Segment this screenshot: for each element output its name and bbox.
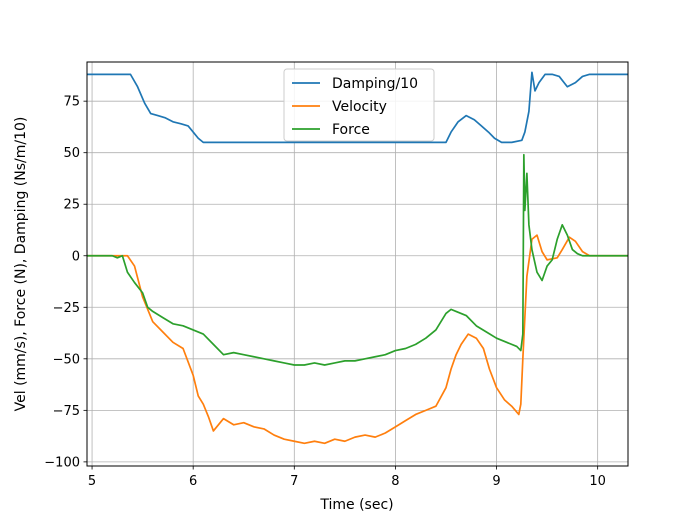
- x-axis-ticks: 5 6 7 8 9 10: [88, 466, 606, 489]
- legend-label-velocity: Velocity: [332, 99, 387, 115]
- x-axis-label: Time (sec): [319, 497, 393, 513]
- series-layer: [87, 71, 628, 445]
- plot-frame: [86, 61, 629, 467]
- y-tick-label: 25: [63, 198, 80, 213]
- y-tick-label: −50: [53, 352, 80, 367]
- legend-label-damping-10: Damping/10: [332, 76, 418, 92]
- y-tick-label: 50: [63, 146, 80, 161]
- series-line-damping-10: [87, 71, 628, 144]
- y-axis-label: Vel (mm/s), Force (N), Damping (Ns/m/10): [13, 117, 29, 412]
- legend-box: [283, 68, 435, 142]
- y-axis-ticks: −100 −75 −50 −25 0 25 50 75: [44, 95, 87, 470]
- y-tick-label: −25: [53, 301, 80, 316]
- y-tick-label: −100: [44, 455, 80, 470]
- y-tick-label: 0: [72, 249, 80, 264]
- y-tick-label: 75: [63, 95, 80, 110]
- legend-label-force: Force: [332, 122, 370, 138]
- x-tick-label: 10: [589, 474, 606, 489]
- series-line-force: [87, 153, 628, 366]
- x-tick-label: 7: [290, 474, 298, 489]
- x-tick-label: 8: [391, 474, 399, 489]
- x-tick-label: 5: [88, 474, 96, 489]
- x-tick-label: 9: [492, 474, 500, 489]
- legend: Damping/10 Velocity Force: [283, 68, 435, 142]
- y-tick-label: −75: [53, 404, 80, 419]
- x-tick-label: 6: [189, 474, 197, 489]
